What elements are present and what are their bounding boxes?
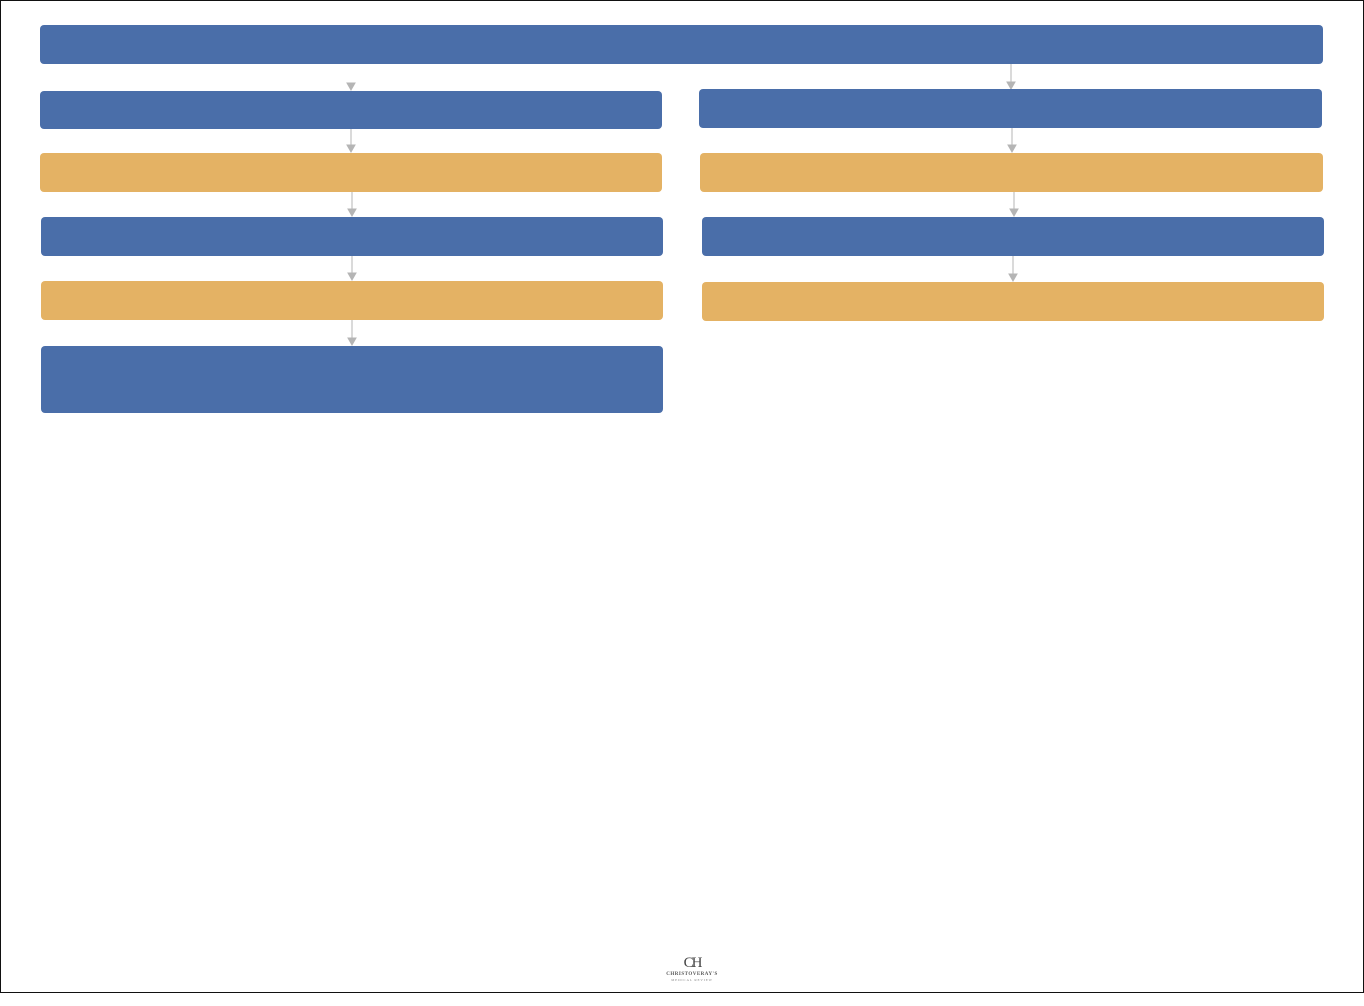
left-box-5 [41,346,663,413]
left-box-1 [40,91,662,129]
root-box [40,25,1323,64]
brand-logo: CH CHRISTOVERAY'S MEDICAL REVIEW [664,955,720,987]
logo-name: CHRISTOVERAY'S [666,972,718,977]
logo-monogram: CH [683,955,703,971]
right-box-2 [700,153,1323,192]
right-box-1 [699,89,1322,128]
right-box-4 [702,282,1324,321]
left-box-4 [41,281,663,320]
logo-tagline: MEDICAL REVIEW [671,978,713,982]
left-box-2 [40,153,662,192]
right-box-3 [702,217,1324,256]
left-box-3 [41,217,663,256]
